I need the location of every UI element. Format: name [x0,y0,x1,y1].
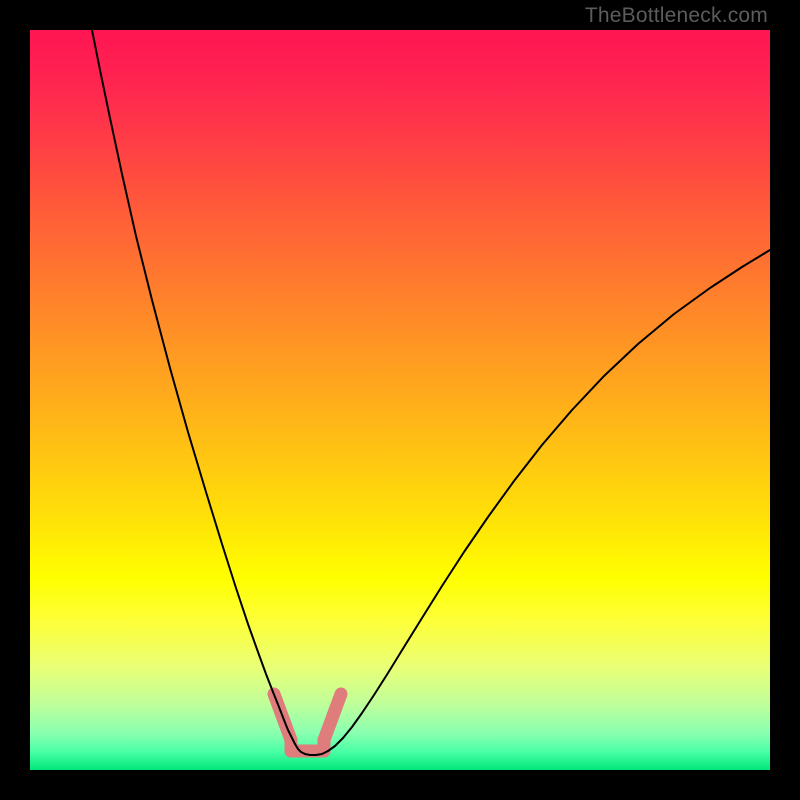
bottleneck-curve [92,30,770,755]
plot-area [30,30,770,770]
chart-container: TheBottleneck.com [0,0,800,800]
watermark-text: TheBottleneck.com [585,4,768,28]
curve-layer [30,30,770,770]
